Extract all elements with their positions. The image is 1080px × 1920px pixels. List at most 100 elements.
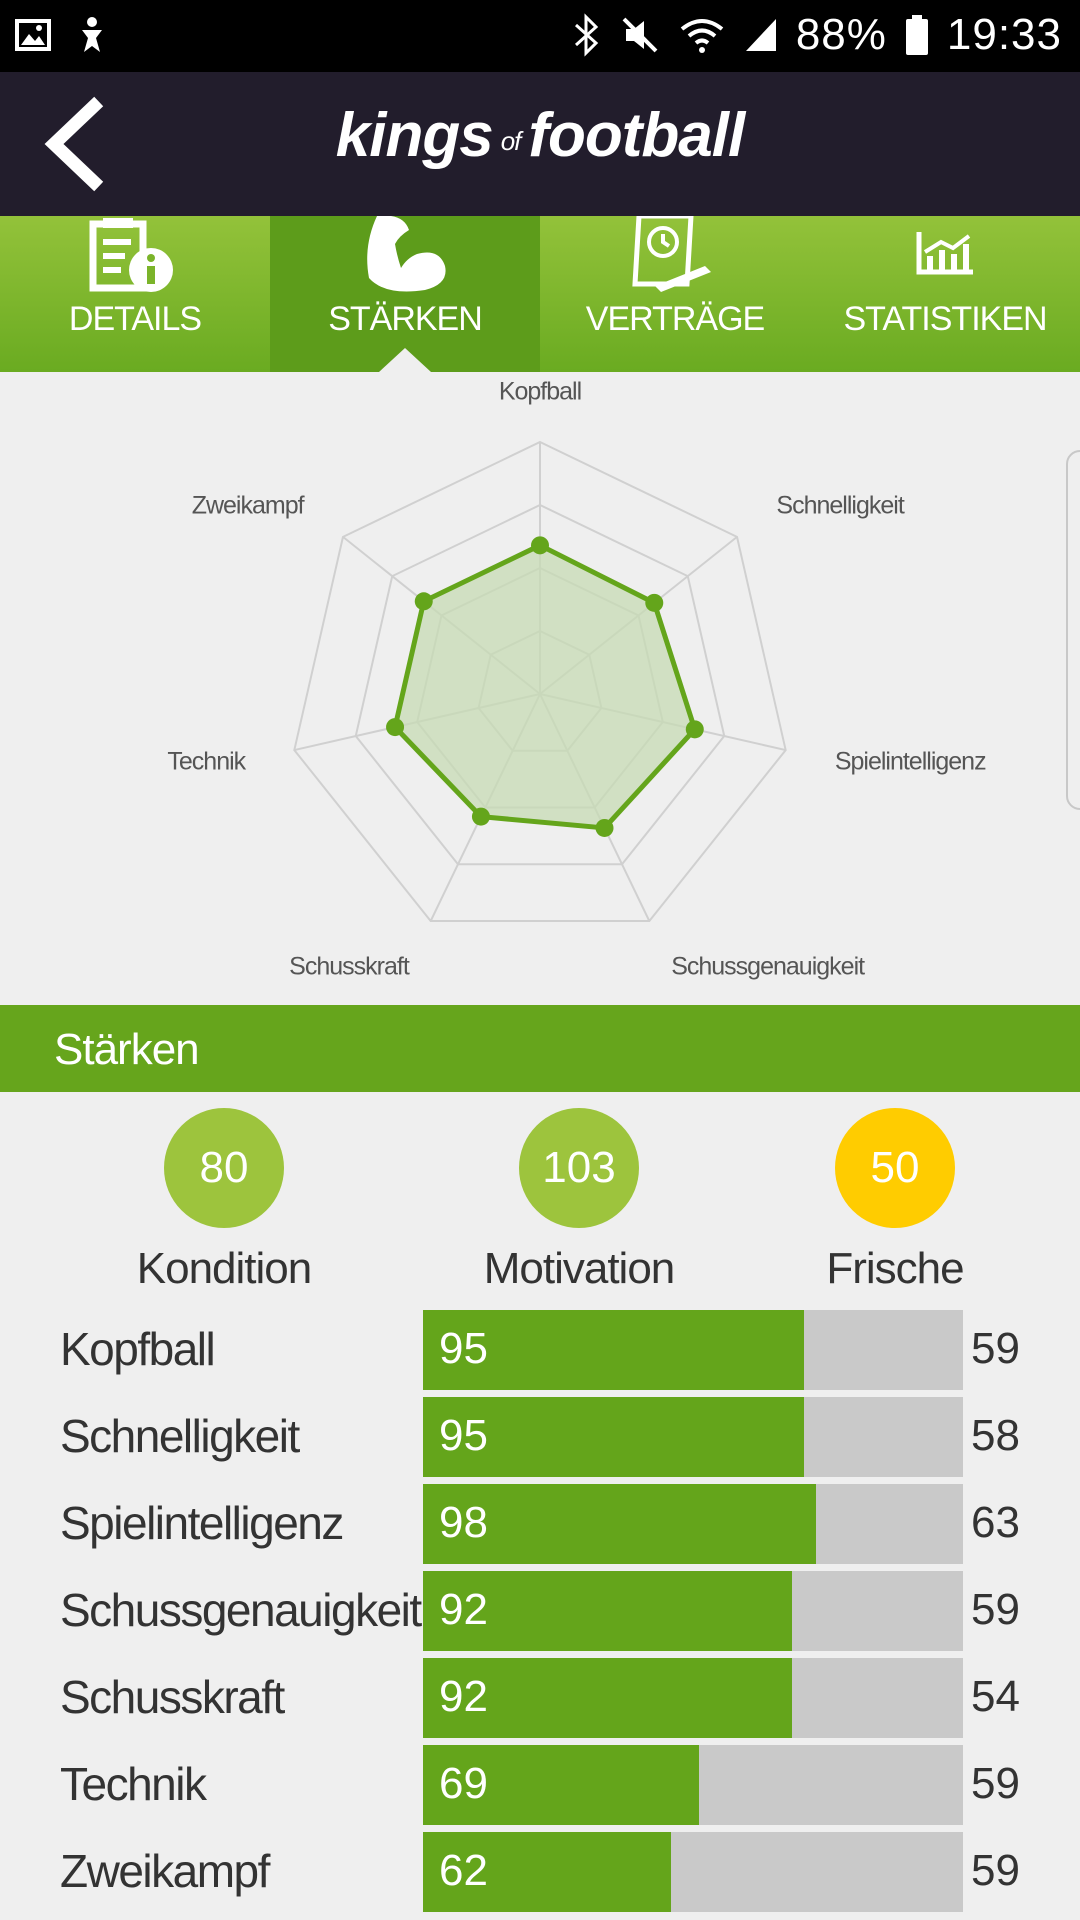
battery-icon bbox=[905, 15, 928, 55]
tab-vertraege[interactable]: VERTRÄGE bbox=[540, 216, 810, 372]
active-tab-pointer bbox=[379, 348, 431, 372]
chart-icon bbox=[916, 232, 973, 275]
battery-percent: 88% bbox=[795, 10, 887, 59]
attribute-max-value: 95 bbox=[439, 1324, 488, 1373]
attribute-row: Kopfball 95 59 bbox=[0, 1310, 1080, 1390]
radar-grid-ring bbox=[293, 440, 787, 923]
attribute-max-value: 92 bbox=[439, 1585, 488, 1634]
chevron-left-icon bbox=[44, 96, 104, 192]
accessibility-icon bbox=[82, 17, 102, 52]
logo-football: football bbox=[528, 101, 745, 170]
side-panel-handle[interactable] bbox=[1066, 450, 1080, 810]
attribute-bar-fill: 98 bbox=[423, 1484, 816, 1564]
flexed-arm-icon bbox=[367, 216, 446, 292]
motivation-label: Motivation bbox=[483, 1244, 676, 1293]
logo-of: of bbox=[500, 126, 522, 156]
motivation-stat: 103 Motivation bbox=[429, 1108, 729, 1294]
attribute-bar: 95 bbox=[423, 1397, 963, 1477]
motivation-circle: 103 bbox=[519, 1108, 639, 1228]
kondition-label: Kondition bbox=[136, 1244, 312, 1293]
bluetooth-icon bbox=[574, 13, 598, 57]
radar-data-point bbox=[531, 536, 549, 555]
tab-details[interactable]: DETAILS bbox=[0, 216, 270, 372]
radar-axis-label: Kopfball bbox=[499, 378, 581, 406]
attribute-current-value: 63 bbox=[971, 1498, 1020, 1547]
frische-label: Frische bbox=[826, 1244, 964, 1293]
attribute-name: Technik bbox=[60, 1758, 207, 1810]
kondition-stat: 80 Kondition bbox=[74, 1108, 374, 1294]
strength-radar-chart: Kopfball Schnelligkeit Spielintelligenz Sch… bbox=[167, 378, 987, 981]
app-logo: kings of football bbox=[0, 100, 1080, 171]
attribute-bar-fill: 69 bbox=[423, 1745, 699, 1825]
attribute-name: Spielintelligenz bbox=[60, 1497, 344, 1549]
frische-stat: 50 Frische bbox=[745, 1108, 1045, 1294]
attribute-bar-fill: 92 bbox=[423, 1571, 792, 1651]
signal-icon bbox=[745, 19, 776, 51]
attribute-bar: 62 bbox=[423, 1832, 963, 1912]
attribute-name: Schussgenauigkeit bbox=[60, 1584, 422, 1636]
wifi-icon bbox=[680, 19, 724, 53]
attribute-bar-fill: 62 bbox=[423, 1832, 672, 1912]
attribute-name: Kopfball bbox=[60, 1323, 216, 1375]
tab-details-label: DETAILS bbox=[68, 300, 202, 338]
attribute-name: Zweikampf bbox=[60, 1845, 270, 1897]
attribute-current-value: 58 bbox=[971, 1411, 1020, 1460]
attribute-max-value: 62 bbox=[439, 1846, 488, 1895]
tab-staerken-label: STÄRKEN bbox=[328, 300, 483, 338]
radar-axis-label: Schnelligkeit bbox=[776, 491, 904, 519]
attribute-bar-fill: 95 bbox=[423, 1310, 804, 1390]
radar-axis-label: Spielintelligenz bbox=[835, 747, 986, 775]
radar-axis-label: Schusskraft bbox=[289, 952, 410, 980]
radar-value-area bbox=[392, 542, 698, 831]
kondition-circle: 80 bbox=[164, 1108, 284, 1228]
radar-axis-label: Technik bbox=[167, 747, 246, 775]
section-title: Stärken bbox=[54, 1025, 200, 1074]
attribute-bar: 69 bbox=[423, 1745, 963, 1825]
status-bar: 88% 19:33 bbox=[0, 0, 1080, 72]
attribute-max-value: 92 bbox=[439, 1672, 488, 1721]
attribute-bar: 95 bbox=[423, 1310, 963, 1390]
attribute-current-value: 59 bbox=[971, 1846, 1020, 1895]
attribute-row: Schusskraft 92 54 bbox=[0, 1658, 1080, 1738]
attribute-current-value: 59 bbox=[971, 1759, 1020, 1808]
attribute-bar: 92 bbox=[423, 1658, 963, 1738]
mute-icon bbox=[622, 17, 658, 53]
radar-grid-ring bbox=[354, 503, 726, 866]
stat-circles: 80 Kondition 103 Motivation 50 Frische bbox=[0, 1108, 1080, 1300]
app-bar: kings of football bbox=[0, 72, 1080, 216]
radar-data-point bbox=[471, 807, 490, 826]
attribute-current-value: 54 bbox=[971, 1672, 1020, 1721]
attribute-current-value: 59 bbox=[971, 1324, 1020, 1373]
tab-statistiken-label: STATISTIKEN bbox=[843, 300, 1047, 338]
attribute-bar: 98 bbox=[423, 1484, 963, 1564]
clock: 19:33 bbox=[946, 10, 1062, 59]
attribute-name: Schnelligkeit bbox=[60, 1410, 300, 1462]
tab-statistiken[interactable]: STATISTIKEN bbox=[810, 216, 1080, 372]
tab-staerken[interactable]: STÄRKEN bbox=[270, 216, 540, 372]
attribute-bar: 92 bbox=[423, 1571, 963, 1651]
tab-vertraege-label: VERTRÄGE bbox=[585, 300, 765, 338]
radar-data-point bbox=[595, 818, 614, 837]
attribute-bar-fill: 92 bbox=[423, 1658, 792, 1738]
radar-data-point bbox=[645, 593, 664, 612]
attribute-name: Schusskraft bbox=[60, 1671, 285, 1723]
contract-icon bbox=[632, 216, 711, 292]
radar-axis-label: Zweikampf bbox=[192, 491, 305, 519]
attribute-max-value: 98 bbox=[439, 1498, 488, 1547]
attribute-row: Zweikampf 62 59 bbox=[0, 1832, 1080, 1912]
attribute-row: Schnelligkeit 95 58 bbox=[0, 1397, 1080, 1477]
clipboard-info-icon bbox=[89, 218, 173, 292]
attribute-max-value: 95 bbox=[439, 1411, 488, 1460]
frische-circle: 50 bbox=[835, 1108, 955, 1228]
attribute-row: Schussgenauigkeit 92 59 bbox=[0, 1571, 1080, 1651]
attribute-row: Spielintelligenz 98 63 bbox=[0, 1484, 1080, 1564]
attribute-row: Technik 69 59 bbox=[0, 1745, 1080, 1825]
radar-data-point bbox=[386, 718, 405, 737]
back-button[interactable] bbox=[32, 96, 128, 192]
section-header: Stärken bbox=[0, 1005, 1080, 1092]
radar-data-point bbox=[414, 592, 433, 611]
radar-axis-label: Schussgenauigkeit bbox=[671, 952, 865, 980]
attribute-current-value: 59 bbox=[971, 1585, 1020, 1634]
radar-data-point bbox=[685, 720, 704, 739]
attribute-bar-fill: 95 bbox=[423, 1397, 804, 1477]
